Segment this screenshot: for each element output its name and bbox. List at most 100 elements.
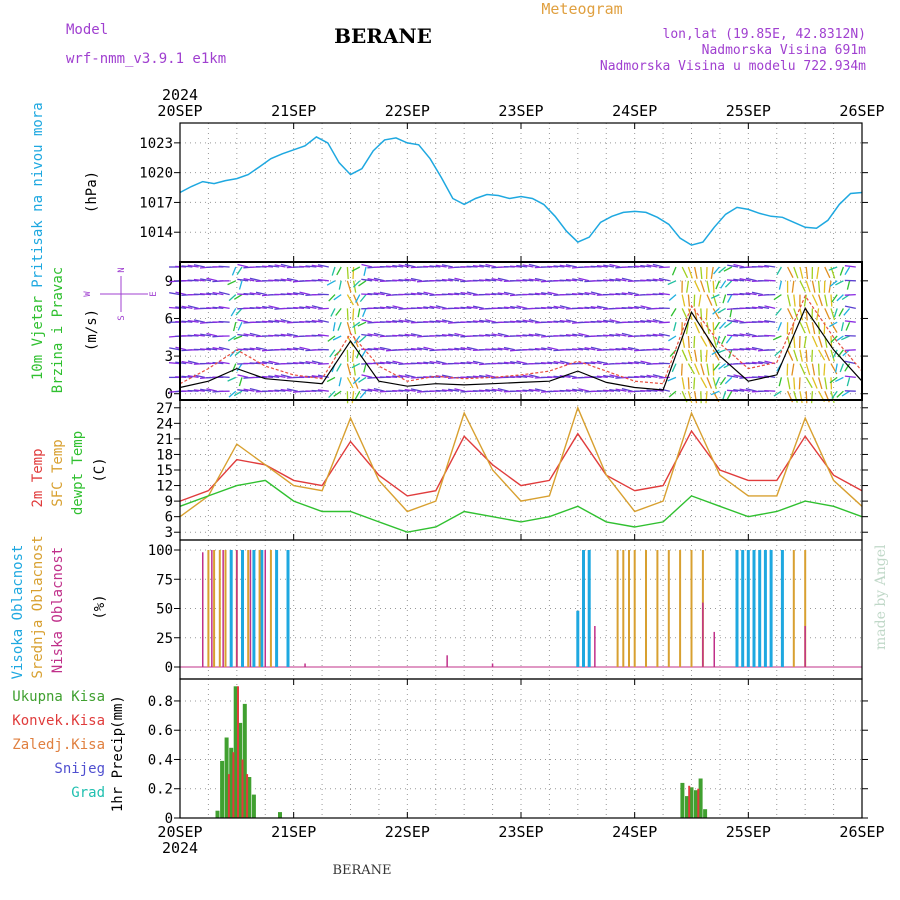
wind-arrow <box>634 305 646 310</box>
wind-arrow <box>835 376 844 382</box>
wind-arrow <box>311 360 323 365</box>
wind-arrow <box>534 333 546 337</box>
wind-arrow <box>491 388 503 392</box>
wind-arrow <box>292 362 305 365</box>
cloud-mid-bar <box>690 550 693 667</box>
wind-arrow <box>423 320 435 323</box>
wind-arrow <box>361 293 373 296</box>
cloud-mid-bar <box>645 550 647 667</box>
wind-arrow <box>646 334 658 337</box>
wind-arrow <box>609 319 621 323</box>
wind-arrow <box>640 264 652 268</box>
wind-arrow <box>596 265 608 268</box>
wind-arrow <box>346 377 354 389</box>
wind-arrow <box>299 320 311 323</box>
wind-arrow <box>811 294 819 306</box>
wind-arrow <box>739 348 751 351</box>
wind-arrow <box>633 320 646 323</box>
wind-arrow <box>509 375 522 379</box>
wind-arrow <box>733 278 745 282</box>
wind-arrow <box>844 293 856 296</box>
wind-arrow <box>238 377 243 387</box>
y-tick-label: 75 <box>156 572 173 588</box>
wind-arrow <box>181 320 193 323</box>
wind-arrow <box>317 389 329 392</box>
wind-arrow <box>571 293 584 296</box>
wind-arrow <box>286 388 298 392</box>
wind-arrow <box>268 279 280 282</box>
wind-arrow <box>454 362 466 365</box>
wind-arrow <box>373 332 385 337</box>
cloud-mid-bar <box>656 550 659 667</box>
wind-unit: (m/s) <box>84 309 100 351</box>
wind-arrow <box>547 346 559 351</box>
precip-conv-bar <box>237 686 239 818</box>
wind-arrow <box>816 266 820 279</box>
cloud-high-bar <box>582 550 585 667</box>
wind-arrow <box>466 291 478 296</box>
wind-arrow <box>233 390 243 397</box>
wind-arrow <box>485 333 497 337</box>
wind-arrow <box>841 335 850 341</box>
wind-arrow <box>745 347 757 351</box>
wind-arrow <box>719 321 727 330</box>
wind-arrow <box>305 265 317 268</box>
wind-arrow <box>255 291 267 296</box>
wind-arrow <box>817 377 823 390</box>
wind-arrow <box>373 347 385 351</box>
wind-arrow <box>353 294 359 306</box>
wind-arrow <box>817 294 823 307</box>
wind-arrow <box>441 319 453 323</box>
wind-arrow <box>472 360 484 365</box>
wind-arrow <box>841 390 850 397</box>
wind-arrow <box>667 280 677 286</box>
wind-arrow <box>553 320 565 323</box>
wind-arrow <box>831 294 838 303</box>
wind-arrow <box>311 334 323 337</box>
wind-arrow <box>658 347 670 351</box>
precip-total-bar <box>229 747 234 818</box>
wind-arrow <box>491 292 503 296</box>
wind-arrow <box>830 308 836 321</box>
wind-arrow-field <box>168 263 856 404</box>
cloud-high-bar <box>576 610 580 667</box>
y-tick-label: 1014 <box>139 225 173 241</box>
wind-arrow <box>237 319 249 323</box>
wind-arrow <box>528 278 540 282</box>
wind-arrow <box>193 334 205 337</box>
wind-arrow <box>830 335 838 343</box>
wind-arrow <box>764 334 776 337</box>
wind-arrow <box>398 389 410 392</box>
wind-arrow <box>559 319 571 323</box>
wind-arrow <box>522 374 534 379</box>
wind-arrow <box>352 321 361 329</box>
precip-total-bar <box>278 812 282 818</box>
wind-arrow <box>559 375 571 379</box>
wind-arrow <box>354 390 361 400</box>
wind-arrow <box>485 348 497 351</box>
wind-arrow <box>485 263 497 268</box>
cloud-mid-bar <box>616 550 619 667</box>
top-date-axis: 20SEP 21SEP 22SEP 23SEP 24SEP 25SEP 26SEP <box>157 102 884 120</box>
wind-arrow <box>793 349 799 362</box>
wind-arrow <box>686 280 690 293</box>
y-tick-label: 18 <box>156 447 173 463</box>
wind-arrow <box>646 264 658 268</box>
wind-arrow <box>479 319 491 323</box>
wind-arrow <box>346 308 349 321</box>
wind-arrow <box>811 322 816 335</box>
top-date-label: 23SEP <box>498 102 543 120</box>
pressure-panel: 1014 1017 1020 1023 <box>139 122 868 263</box>
wind-arrow <box>559 305 571 310</box>
wind-arrow <box>261 265 274 268</box>
wind-arrow <box>652 333 664 337</box>
wind-arrow <box>764 389 776 392</box>
wind-arrow <box>844 320 856 323</box>
wind-arrow <box>503 306 515 310</box>
wind-arrow <box>718 266 727 274</box>
y-tick-label: 3 <box>165 349 173 365</box>
wind-arrow <box>716 335 721 345</box>
wind-arrow <box>261 375 274 379</box>
